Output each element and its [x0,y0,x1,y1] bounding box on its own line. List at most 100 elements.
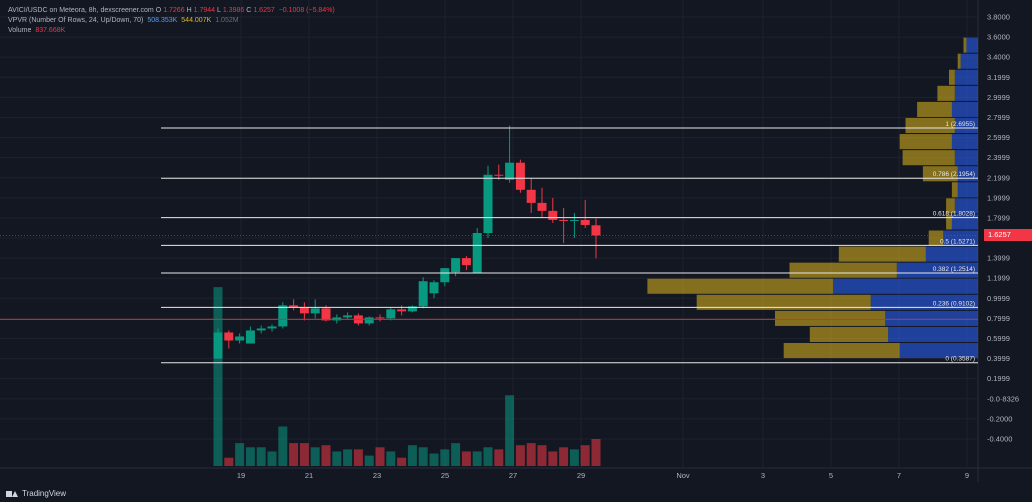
volume-profile-up-bar [954,150,978,166]
price-tick-label: 1.3999 [987,254,1010,263]
candle-body[interactable] [213,332,223,359]
candle-body[interactable] [343,315,353,318]
volume-profile-up-bar [951,101,978,117]
time-tick-label: 23 [373,471,381,480]
candle-body[interactable] [559,219,569,221]
candle-body[interactable] [235,336,245,341]
candle-body[interactable] [440,268,450,283]
volume-bar [397,457,407,466]
candle-body[interactable] [580,219,590,225]
volume-profile-down-bar [647,278,833,294]
volume-bar [429,453,439,466]
volume-bar [472,451,482,466]
volume-bar [591,438,601,466]
candle-body[interactable] [526,189,536,203]
volume-bar [235,443,245,466]
symbol-title[interactable]: AVICI/USDC on Meteora, 8h, dexscreener.c… [8,7,154,14]
candle-body[interactable] [386,309,396,319]
price-tick-label: 1.7999 [987,213,1010,222]
volume-bar [451,443,461,466]
price-tick-label: 3.1999 [987,73,1010,82]
time-tick-label: 3 [761,471,765,480]
candle-body[interactable] [461,258,471,266]
candle-body[interactable] [591,225,601,236]
candle-body[interactable] [245,330,255,344]
candle-body[interactable] [569,219,579,221]
candle-body[interactable] [548,210,558,220]
volume-profile-down-bar [949,69,955,85]
legend-vpvr-row[interactable]: VPVR (Number Of Rows, 24, Up/Down, 70) 5… [8,16,335,26]
volume-bar [353,449,363,466]
vpvr-down-value: 544.007K [181,17,212,24]
close-label: C [246,7,252,14]
volume-bar [580,445,590,466]
price-tick-label: 3.6000 [987,33,1010,42]
volume-profile-down-bar [937,85,955,101]
volume-profile-down-bar [902,150,955,166]
candle-body[interactable] [494,174,504,176]
volume-profile-up-bar [925,246,978,262]
volume-bar [343,449,353,466]
candle-body[interactable] [407,306,417,312]
tradingview-logo-icon [6,490,18,498]
price-tick-label: 0.9999 [987,294,1010,303]
candle-body[interactable] [289,305,299,308]
volume-indicator-name: Volume [8,27,32,34]
candle-body[interactable] [472,233,482,274]
volume-bar [407,445,417,466]
candle-body[interactable] [364,317,374,324]
volume-bar [245,447,255,466]
tradingview-branding[interactable]: TradingView [6,489,66,498]
vpvr-total-value: 1.052M [215,17,239,24]
volume-bar [537,445,547,466]
candle-body[interactable] [397,309,407,312]
candle-body[interactable] [375,317,385,319]
volume-profile-down-bar [838,246,926,262]
volume-profile-up-bar [954,69,978,85]
volume-bar [461,451,471,466]
volume-profile-down-bar [917,101,952,117]
candle-body[interactable] [278,305,288,327]
volume-profile-down-bar [946,214,952,230]
volume-bar [332,451,342,466]
volume-profile-up-bar [966,37,978,53]
candle-body[interactable] [310,308,320,314]
candle-body[interactable] [256,328,266,331]
legend-volume-row[interactable]: Volume 837.668K [8,26,335,36]
volume-bar [299,443,309,466]
candle-body[interactable] [267,326,277,329]
volume-bar [224,457,234,466]
time-tick-label: 5 [829,471,833,480]
volume-profile-up-bar [899,343,978,359]
volume-profile-down-bar [957,53,961,69]
volume-profile-down-bar [696,294,871,310]
candle-body[interactable] [505,162,515,180]
volume-profile-up-bar [943,230,978,246]
volume-bar [515,445,525,466]
candle-body[interactable] [299,307,309,314]
fib-level-label: 0.618 (1.8028) [933,211,975,218]
candle-body[interactable] [537,202,547,211]
candle-body[interactable] [483,174,493,234]
volume-bar [526,443,536,466]
price-tick-label: -0.0·8326 [987,394,1019,403]
volume-profile-up-bar [870,294,978,310]
open-label: O [155,7,162,14]
candle-body[interactable] [515,162,525,190]
candle-body[interactable] [429,282,439,294]
chart-legend: AVICI/USDC on Meteora, 8h, dexscreener.c… [8,6,335,36]
price-tick-label: 3.8000 [987,13,1010,22]
volume-bar [440,449,450,466]
volume-bar [505,395,515,466]
tradingview-label: TradingView [22,489,67,498]
candle-body[interactable] [321,308,331,321]
candle-body[interactable] [418,281,428,307]
fib-level-label: 0.236 (0.9102) [933,300,975,307]
candle-body[interactable] [451,258,461,273]
candle-body[interactable] [332,317,342,321]
price-tick-label: 0.1999 [987,374,1010,383]
price-tick-label: 2.5999 [987,133,1010,142]
high-value: 1.7944 [193,7,216,14]
candle-body[interactable] [224,332,234,341]
